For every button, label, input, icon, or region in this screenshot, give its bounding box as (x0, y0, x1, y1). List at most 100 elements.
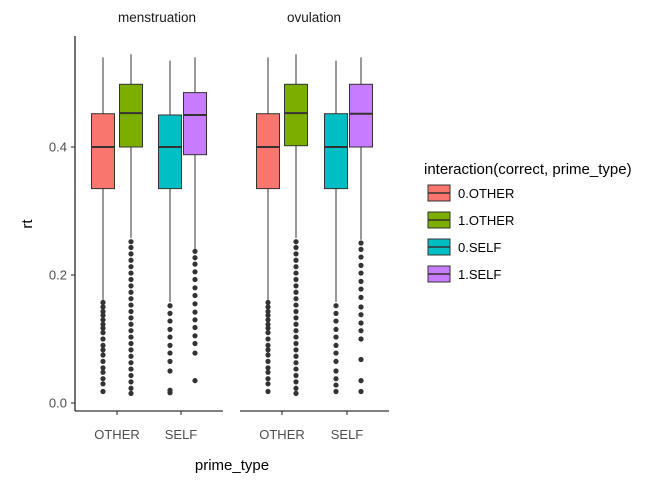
outlier-point (358, 246, 364, 252)
x-tick-label-other-menstruation: OTHER (94, 427, 140, 442)
panel-menstruation (91, 54, 207, 415)
outlier-point (192, 292, 198, 299)
box-iqr (91, 113, 115, 190)
outlier-point (358, 356, 364, 363)
box-iqr (256, 113, 280, 190)
outlier-point (100, 381, 106, 387)
y-tick-label: 0.0 (49, 396, 67, 411)
outlier-point (333, 342, 339, 348)
legend-label: 1.SELF (458, 267, 501, 282)
legend-title: interaction(correct, prime_type) (424, 161, 632, 178)
outlier-point (128, 257, 134, 263)
legend-entry-0-self: 0.SELF (427, 238, 501, 256)
outlier-point (128, 239, 134, 245)
outlier-point (167, 310, 173, 316)
outlier-point (333, 326, 339, 332)
box-1-self-ovulation (349, 57, 373, 395)
outlier-point (293, 390, 299, 396)
outlier-point (192, 378, 198, 384)
outlier-point (192, 248, 198, 254)
outlier-point (100, 317, 106, 323)
outlier-point (167, 350, 173, 356)
outlier-point (128, 296, 134, 302)
outlier-point (293, 283, 299, 289)
outlier-point (293, 315, 299, 321)
outlier-point (128, 340, 134, 347)
y-tick-label: 0.2 (49, 268, 67, 283)
outlier-point (128, 390, 134, 396)
outlier-point (100, 299, 106, 306)
box-1-other-ovulation (284, 54, 308, 396)
outlier-point (128, 315, 134, 321)
box-iqr (349, 83, 373, 148)
outlier-point (358, 270, 364, 276)
x-axis-title: prime_type (195, 457, 269, 474)
outlier-point (293, 353, 299, 359)
outlier-point (100, 365, 106, 371)
outlier-point (128, 353, 134, 359)
outlier-point (100, 376, 106, 382)
outlier-point (128, 334, 134, 340)
outlier-point (100, 358, 106, 364)
legend-label: 0.SELF (458, 240, 501, 255)
outlier-point (358, 278, 364, 284)
outlier-point (265, 325, 271, 331)
outlier-point (293, 302, 299, 308)
outlier-point (100, 321, 106, 327)
outlier-point (293, 270, 299, 276)
outlier-point (293, 276, 299, 283)
outlier-point (293, 385, 299, 391)
outlier-point (167, 334, 173, 340)
outlier-point (358, 378, 364, 384)
outlier-point (265, 376, 271, 382)
outlier-point (265, 317, 271, 323)
outlier-point (293, 251, 299, 257)
legend-entry-1-other: 1.OTHER (427, 211, 514, 229)
outlier-point (265, 321, 271, 327)
outlier-point (293, 372, 299, 379)
outlier-point (358, 294, 364, 300)
outlier-point (192, 285, 198, 291)
outlier-point (265, 381, 271, 387)
outlier-point (265, 336, 271, 342)
y-axis-title: rt (19, 219, 36, 229)
box-iqr (183, 92, 207, 156)
outlier-point (358, 336, 364, 342)
outlier-point (128, 251, 134, 257)
box-0-other-ovulation (256, 57, 280, 395)
outlier-point (192, 276, 198, 283)
outlier-point (293, 244, 299, 251)
outlier-point (333, 310, 339, 316)
outlier-point (167, 368, 173, 374)
outlier-point (358, 286, 364, 292)
outlier-point (128, 308, 134, 315)
outlier-point (358, 320, 364, 326)
legend-label: 1.OTHER (458, 213, 514, 228)
outlier-point (128, 372, 134, 379)
outlier-point (293, 257, 299, 263)
outlier-point (167, 326, 173, 332)
outlier-point (293, 379, 299, 385)
outlier-point (333, 358, 339, 364)
outlier-point (333, 376, 339, 382)
outlier-point (128, 328, 134, 334)
outlier-point (100, 347, 106, 353)
outlier-point (128, 379, 134, 385)
outlier-point (293, 347, 299, 353)
outlier-point (265, 342, 271, 348)
outlier-point (293, 296, 299, 302)
outlier-point (192, 309, 198, 315)
outlier-point (265, 352, 271, 358)
outlier-point (128, 289, 134, 295)
box-iqr (158, 114, 182, 190)
facet-label-menstruation: menstruation (118, 10, 196, 25)
outlier-point (167, 390, 173, 396)
outlier-point (265, 388, 271, 395)
outlier-point (265, 299, 271, 306)
box-1-self-menstruation (183, 57, 207, 384)
outlier-point (192, 350, 198, 356)
box-iqr (119, 83, 143, 148)
outlier-point (192, 324, 198, 331)
box-0-other-menstruation (91, 57, 115, 395)
